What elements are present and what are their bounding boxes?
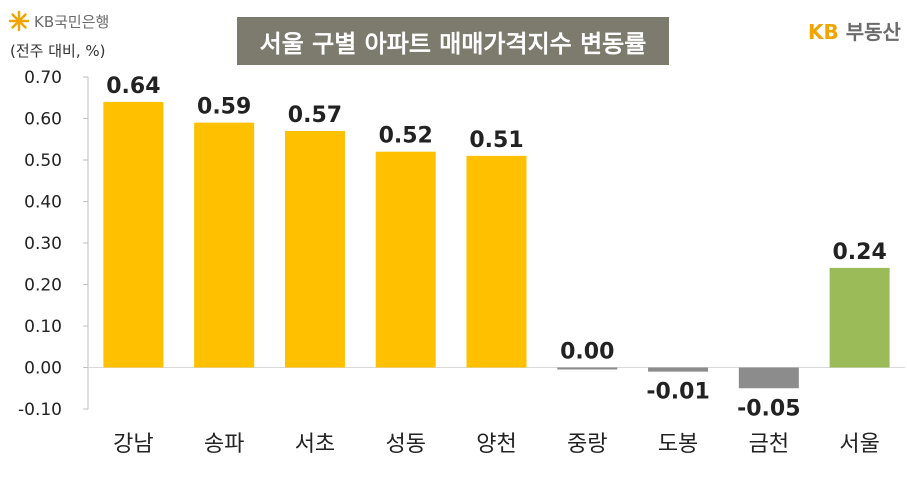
data-label: 0.51 — [469, 128, 523, 153]
kb-star-icon — [8, 10, 30, 32]
category-label: 금천 — [749, 432, 789, 457]
category-label: 서초 — [295, 432, 335, 457]
bar — [829, 267, 890, 368]
y-tick-label: -0.10 — [18, 400, 62, 420]
y-tick-label: 0.50 — [24, 151, 62, 171]
y-tick-label: 0.60 — [24, 110, 62, 130]
y-tick-label: 0.70 — [24, 68, 62, 88]
y-tick-label: 0.00 — [24, 359, 62, 379]
brand-name: 부동산 — [845, 20, 901, 44]
chart-title-text: 서울 구별 아파트 매매가격지수 변동률 — [259, 29, 647, 58]
brand-kb: KB — [808, 20, 839, 44]
y-tick-label: 0.30 — [24, 234, 62, 254]
category-label: 서울 — [839, 432, 879, 457]
bar — [738, 367, 799, 389]
bar — [466, 155, 527, 368]
kb-bank-logo: KB국민은행 — [8, 10, 109, 32]
bank-logo-text: KB국민은행 — [34, 12, 110, 31]
category-label: 송파 — [204, 432, 244, 457]
y-tick-label: 0.10 — [24, 317, 62, 337]
category-label: 중랑 — [567, 432, 607, 457]
bar — [103, 101, 164, 368]
data-label: 0.52 — [379, 124, 433, 149]
data-label: -0.05 — [737, 396, 800, 421]
y-tick-label: 0.40 — [24, 193, 62, 213]
chart-title: 서울 구별 아파트 매매가격지수 변동률 — [237, 17, 669, 65]
data-label: -0.01 — [646, 380, 709, 405]
y-tick-label: 0.20 — [24, 276, 62, 296]
category-label: 도봉 — [658, 432, 698, 457]
category-label: 강남 — [113, 432, 153, 457]
bar — [194, 122, 255, 368]
data-label: 0.24 — [832, 240, 886, 265]
data-label: 0.64 — [106, 74, 160, 99]
data-label: 0.00 — [560, 340, 614, 365]
kb-realestate-logo: KB 부동산 — [808, 16, 901, 45]
bar — [375, 151, 436, 368]
data-label: 0.59 — [197, 95, 251, 120]
bar — [557, 367, 618, 370]
category-label: 성동 — [385, 432, 425, 457]
bar — [284, 130, 345, 368]
data-label: 0.57 — [288, 103, 342, 128]
bar — [648, 367, 709, 372]
unit-label: (전주 대비, %) — [10, 42, 106, 60]
category-label: 양천 — [476, 432, 516, 457]
